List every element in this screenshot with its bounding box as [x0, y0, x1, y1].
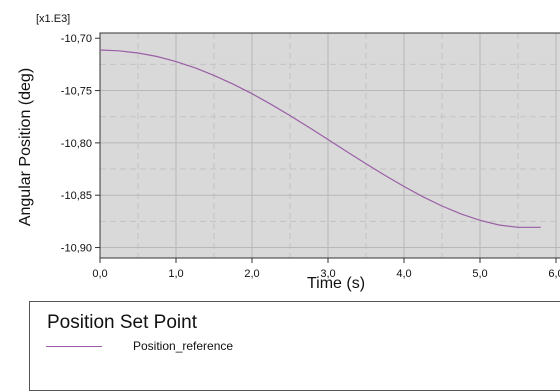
legend: Position Set Point Position_reference: [29, 301, 560, 391]
plot-area: [100, 33, 560, 258]
x-tick-label: 6,0: [548, 268, 560, 280]
legend-title: Position Set Point: [47, 312, 197, 333]
y-tick-label: -10,75: [61, 86, 92, 98]
y-multiplier-label: [x1.E3]: [36, 13, 70, 25]
axis-ticks: -10,70 -10,75 -10,80 -10,85 -10,90 0,0 1,0 2,0 3…: [61, 33, 560, 280]
plot-frame: [99, 32, 560, 259]
series-layer: [99, 49, 541, 228]
x-tick-label: 4,0: [396, 268, 411, 280]
y-axis-title: Angular Position (deg): [17, 68, 34, 226]
y-tick-label: -10,85: [61, 190, 92, 202]
legend-line-swatch: [46, 346, 102, 347]
y-tick-label: -10,90: [61, 243, 92, 255]
y-tick-label: -10,70: [61, 33, 92, 45]
x-tick-label: 3,0: [320, 268, 335, 280]
x-tick-label: 5,0: [472, 268, 487, 280]
legend-entry-label: Position_reference: [133, 339, 234, 353]
x-tick-label: 2,0: [244, 268, 259, 280]
x-axis-title: Time (s): [307, 275, 365, 292]
x-tick-label: 1,0: [168, 268, 183, 280]
x-tick-label: 0,0: [92, 268, 107, 280]
series-line-position-reference: [99, 49, 541, 228]
y-tick-label: -10,80: [61, 138, 92, 150]
